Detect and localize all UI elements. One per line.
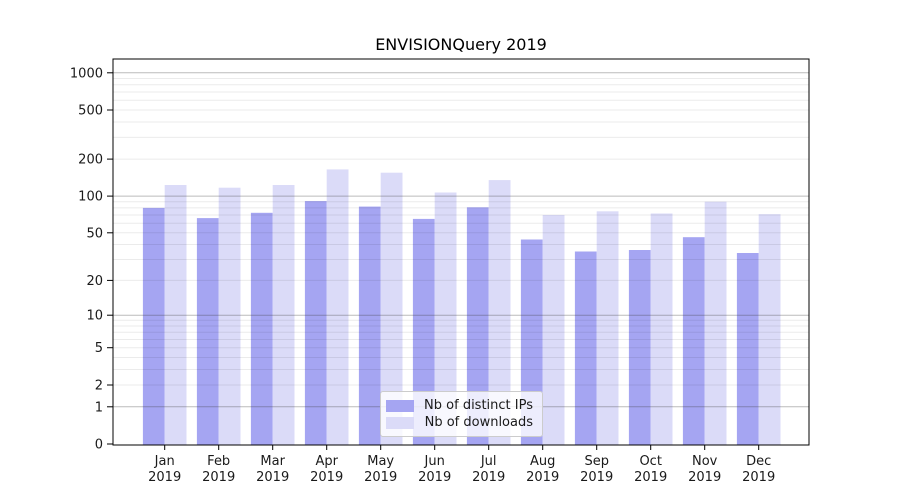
x-tick-label-year: 2019 <box>202 470 235 485</box>
bar <box>358 206 381 445</box>
x-tick-label-month: Apr <box>315 454 338 469</box>
legend-label-downloads: Nb of downloads <box>424 415 533 430</box>
bar <box>682 237 705 445</box>
x-tick-label-month: Jan <box>154 454 175 469</box>
legend-item-distinct-ips: Nb of distinct IPs <box>386 397 533 414</box>
bar <box>628 250 651 445</box>
legend-swatch-downloads <box>386 416 414 429</box>
gridlines <box>113 72 809 408</box>
bar <box>272 185 295 445</box>
y-tick-label: 1000 <box>70 66 103 81</box>
bar <box>412 218 435 445</box>
x-tick-label-year: 2019 <box>310 470 343 485</box>
x-tick-label-year: 2019 <box>418 470 451 485</box>
bar <box>704 201 727 445</box>
series-1 <box>164 169 781 445</box>
bar <box>142 207 165 445</box>
y-tick-label: 1 <box>95 400 103 415</box>
x-tick-label-month: Jul <box>480 454 497 469</box>
bar <box>650 213 673 445</box>
bar <box>596 211 619 445</box>
legend-swatch-distinct-ips <box>386 399 414 412</box>
x-tick-label-month: Aug <box>530 454 555 469</box>
y-tick-label: 20 <box>86 274 103 289</box>
x-tick-label-month: Jun <box>424 454 445 469</box>
bar <box>196 218 219 445</box>
x-tick-label-year: 2019 <box>634 470 667 485</box>
x-tick-label-month: Mar <box>260 454 285 469</box>
bar <box>574 251 597 445</box>
bars <box>142 169 781 445</box>
bar <box>326 169 349 445</box>
bar <box>758 214 781 445</box>
x-tick-label-month: Dec <box>746 454 771 469</box>
x-tick-label-month: Nov <box>692 454 718 469</box>
bar <box>164 185 187 445</box>
x-axis: Jan2019Feb2019Mar2019Apr2019May2019Jun20… <box>148 445 775 485</box>
bar <box>542 215 565 445</box>
bar <box>218 187 241 445</box>
y-axis: 0 1 2 5 10 20 50 100 200 500 1000 <box>70 66 113 453</box>
legend: Nb of distinct IPs Nb of downloads <box>380 391 543 437</box>
x-tick-label-month: May <box>367 454 394 469</box>
legend-item-downloads: Nb of downloads <box>386 414 533 431</box>
chart-title: ENVISIONQuery 2019 <box>375 35 547 54</box>
legend-label-distinct-ips: Nb of distinct IPs <box>424 398 533 413</box>
x-tick-label-year: 2019 <box>256 470 289 485</box>
y-tick-label: 50 <box>86 226 103 241</box>
x-tick-label-year: 2019 <box>148 470 181 485</box>
y-tick-label: 0 <box>95 438 103 453</box>
bar <box>488 180 511 445</box>
bar <box>304 201 327 445</box>
x-tick-label-year: 2019 <box>742 470 775 485</box>
axes-border <box>112 58 810 446</box>
x-tick-label-year: 2019 <box>580 470 613 485</box>
y-tick-label: 200 <box>78 153 103 168</box>
x-tick-label-year: 2019 <box>472 470 505 485</box>
x-tick-label-year: 2019 <box>364 470 397 485</box>
x-tick-label-month: Sep <box>584 454 609 469</box>
x-tick-label-month: Oct <box>639 454 661 469</box>
y-tick-label: 2 <box>95 379 103 394</box>
y-tick-label: 100 <box>78 190 103 205</box>
bar <box>434 192 457 445</box>
bar <box>466 207 489 445</box>
x-tick-label-month: Feb <box>207 454 230 469</box>
y-tick-label: 5 <box>95 341 103 356</box>
y-tick-label: 10 <box>86 309 103 324</box>
bar <box>736 253 759 445</box>
series-0 <box>142 201 759 445</box>
bar <box>250 212 273 445</box>
x-tick-label-year: 2019 <box>688 470 721 485</box>
bar <box>380 172 403 445</box>
x-tick-label-year: 2019 <box>526 470 559 485</box>
y-tick-label: 500 <box>78 104 103 119</box>
